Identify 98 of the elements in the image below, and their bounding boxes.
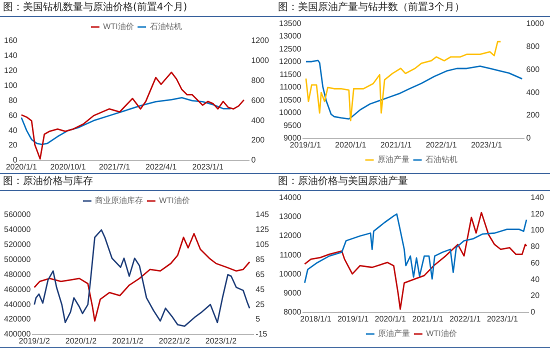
y2-tick-label: 200 <box>251 136 266 145</box>
y2-tick-label: 45 <box>256 284 266 294</box>
y2-tick-label: 125 <box>256 225 270 234</box>
y2-tick-label: 400 <box>526 88 540 97</box>
y2-tick-label: 25 <box>256 300 266 309</box>
y-tick-label: 500000 <box>4 254 32 264</box>
y-tick-label: 10500 <box>278 95 302 104</box>
y-tick-label: 420000 <box>4 314 32 324</box>
x-tick-label: 2022/1/1 <box>426 140 458 150</box>
y-tick-label: 9500 <box>283 120 302 130</box>
x-tick-label: 2022/1/1 <box>450 314 482 324</box>
y-tick-label: 400000 <box>4 330 32 339</box>
x-tick-label: 2020/10/1 <box>50 162 86 172</box>
y-tick-label: 540000 <box>4 225 32 234</box>
y2-tick-label: 1000 <box>526 19 545 28</box>
y2-tick-label: 140 <box>530 193 545 202</box>
x-tick-label: 2020/1/1 <box>335 140 367 150</box>
y-tick-label: 20 <box>8 140 18 150</box>
legend-label: WTI油价 <box>159 196 190 206</box>
x-tick-label: 2021/1/1 <box>380 140 412 150</box>
y-tick-label: 120 <box>4 66 18 76</box>
y-tick-label: 13500 <box>278 19 302 28</box>
x-tick-label: 2021/1/2 <box>112 336 144 346</box>
y2-tick-label: -15 <box>256 330 268 339</box>
x-tick-label: 2022/1/2 <box>158 336 190 346</box>
chart-title: 图：原油价格与美国原油产量 <box>275 174 550 191</box>
x-tick-label: 2019/1/1 <box>290 140 322 150</box>
x-tick-label: 2023/1/1 <box>470 140 503 150</box>
y-tick-label: 11000 <box>280 82 302 92</box>
y2-tick-label: 20 <box>530 291 540 300</box>
y2-tick-label: 600 <box>251 96 266 105</box>
legend-label: 原油产量 <box>378 329 410 338</box>
y-tick-label: 10000 <box>278 269 302 278</box>
x-tick-label: 2023/1/2 <box>205 336 238 346</box>
y-tick-label: 9000 <box>283 288 302 298</box>
y2-tick-label: 40 <box>530 274 540 284</box>
y2-tick-label: 0 <box>526 134 532 143</box>
legend-label: 石油钻机 <box>150 22 182 32</box>
y-tick-label: 560000 <box>4 210 32 220</box>
y2-tick-label: 120 <box>530 209 545 218</box>
chart-title: 图：美国原油产量与钻井数（前置3个月） <box>275 0 550 17</box>
x-tick-label: 2018/1/1 <box>300 314 332 324</box>
x-tick-label: 2020/1/1 <box>374 314 406 324</box>
legend-label: WTI油价 <box>103 22 134 32</box>
y-tick-label: 13000 <box>278 212 302 222</box>
y-tick-label: 480000 <box>4 270 32 279</box>
legend-label: 原油产量 <box>378 155 410 164</box>
y-tick-label: 0 <box>12 156 18 165</box>
chart-title: 图：原油价格与库存 <box>0 174 275 191</box>
y2-tick-label: 80 <box>530 242 540 252</box>
y-tick-label: 8000 <box>283 308 302 317</box>
x-tick-label: 2020/1/1 <box>6 162 38 172</box>
y2-tick-label: 800 <box>251 76 266 86</box>
x-tick-label: 2023/1/1 <box>486 314 518 324</box>
y-tick-label: 520000 <box>4 240 32 250</box>
x-tick-label: 2020/1/2 <box>65 336 98 346</box>
y2-tick-label: 800 <box>526 42 540 51</box>
x-tick-label: 2019/1/1 <box>337 314 370 324</box>
legend-label: 石油钻机 <box>426 155 458 164</box>
y2-tick-label: 5 <box>256 314 261 324</box>
y-tick-label: 12500 <box>278 44 302 54</box>
y2-tick-label: 400 <box>251 116 266 125</box>
y2-tick-label: 1000 <box>251 56 270 66</box>
y-tick-label: 60 <box>8 110 18 120</box>
x-tick-label: 2019/1/2 <box>18 336 50 346</box>
chart-title: 图：美国钻机数量与原油价格(前置4个月) <box>0 0 275 17</box>
y2-tick-label: 65 <box>256 270 266 279</box>
y-tick-label: 11000 <box>280 250 302 260</box>
y-tick-label: 12000 <box>278 57 302 66</box>
y-tick-label: 140 <box>4 51 18 60</box>
y2-tick-label: 200 <box>526 110 540 120</box>
x-tick-label: 2023/1/1 <box>192 162 224 172</box>
x-tick-label: 2022/4/1 <box>146 162 178 172</box>
y-tick-label: 12000 <box>278 231 302 240</box>
y2-tick-label: 100 <box>530 226 545 235</box>
y-tick-label: 160 <box>4 36 18 46</box>
y2-tick-label: 60 <box>530 258 540 268</box>
x-tick-label: 2021/7/1 <box>98 162 131 172</box>
y2-tick-label: 85 <box>256 254 266 264</box>
y-tick-label: 440000 <box>4 300 32 309</box>
legend-label: WTI油价 <box>426 329 457 338</box>
y-tick-label: 10000 <box>278 108 302 118</box>
y2-tick-label: 105 <box>256 240 270 250</box>
y-tick-label: 80 <box>8 96 18 105</box>
y-tick-label: 100 <box>4 80 18 90</box>
y-tick-label: 40 <box>8 126 18 135</box>
y2-tick-label: 145 <box>256 210 270 220</box>
y2-tick-label: 0 <box>530 308 536 317</box>
y-tick-label: 460000 <box>4 284 32 294</box>
y2-tick-label: 0 <box>251 156 256 165</box>
x-tick-label: 2021/1/1 <box>412 314 444 324</box>
legend-label: 商业原油库存 <box>95 196 144 206</box>
y2-tick-label: 1200 <box>251 36 270 46</box>
y-tick-label: 14000 <box>278 193 302 202</box>
y-tick-label: 13000 <box>278 32 302 41</box>
y-tick-label: 11500 <box>280 70 302 79</box>
y2-tick-label: 600 <box>526 64 540 74</box>
y-tick-label: 9000 <box>283 134 302 143</box>
